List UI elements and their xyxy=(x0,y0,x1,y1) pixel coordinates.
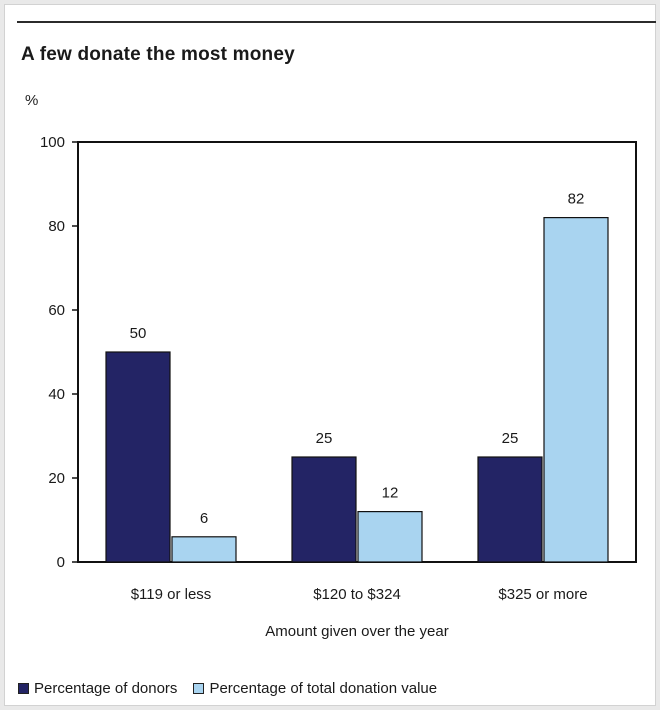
legend-item-donors: Percentage of donors xyxy=(18,680,177,697)
legend-swatch-donors xyxy=(18,683,29,694)
legend-label-donors: Percentage of donors xyxy=(34,680,178,697)
x-tick-label: $119 or less xyxy=(131,586,212,603)
legend-label-donation-value: Percentage of total donation value xyxy=(209,680,438,697)
data-label: 12 xyxy=(382,485,399,502)
bar-donors xyxy=(105,351,171,563)
data-label: 25 xyxy=(316,430,333,447)
bar-donation-value xyxy=(543,217,609,563)
x-tick-label: $120 to $324 xyxy=(313,586,401,603)
y-tick-label: 20 xyxy=(48,470,65,487)
data-label: 50 xyxy=(130,325,147,342)
plot-area-frame xyxy=(77,141,637,563)
y-tick-label: 80 xyxy=(48,218,65,235)
top-rule xyxy=(17,21,656,23)
x-axis-title: Amount given over the year xyxy=(265,623,448,640)
y-tick-label: 40 xyxy=(48,386,65,403)
legend-item-donation-value: Percentage of total donation value xyxy=(193,680,437,697)
legend: Percentage of donors Percentage of total… xyxy=(18,680,453,697)
y-tick-label: 0 xyxy=(57,554,65,571)
bar-donation-value xyxy=(357,511,423,563)
bar-donation-value xyxy=(171,536,237,563)
data-label: 6 xyxy=(200,510,208,527)
bar-donors xyxy=(291,456,357,563)
data-label: 82 xyxy=(568,191,585,208)
legend-swatch-donation-value xyxy=(193,683,205,694)
data-label: 25 xyxy=(502,430,519,447)
x-tick-label: $325 or more xyxy=(498,586,587,603)
chart-title: A few donate the most money xyxy=(21,44,295,65)
y-axis-unit-label: % xyxy=(25,92,39,109)
y-tick-label: 60 xyxy=(48,302,65,319)
bar-donors xyxy=(477,456,543,563)
y-tick-label: 100 xyxy=(40,134,65,151)
